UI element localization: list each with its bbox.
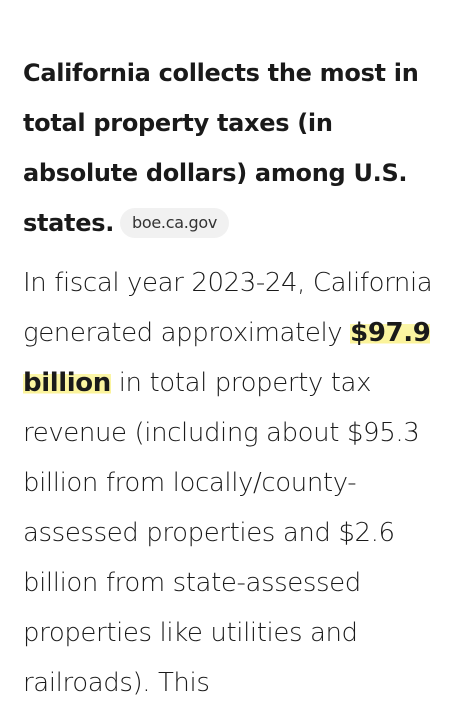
heading: California collects the most in total pr… [23, 59, 419, 237]
answer: California collects the most in total pr… [23, 48, 445, 708]
source-chip[interactable]: boe.ca.gov [120, 208, 229, 238]
heading-block: California collects the most in total pr… [23, 48, 445, 248]
paragraph: In fiscal year 2023-24, California gener… [23, 258, 445, 708]
paragraph-text: in total property tax revenue (including… [23, 368, 420, 698]
page: California collects the most in total pr… [23, 59, 433, 698]
paragraph-text: In fiscal year 2023-24, California gener… [23, 268, 433, 348]
